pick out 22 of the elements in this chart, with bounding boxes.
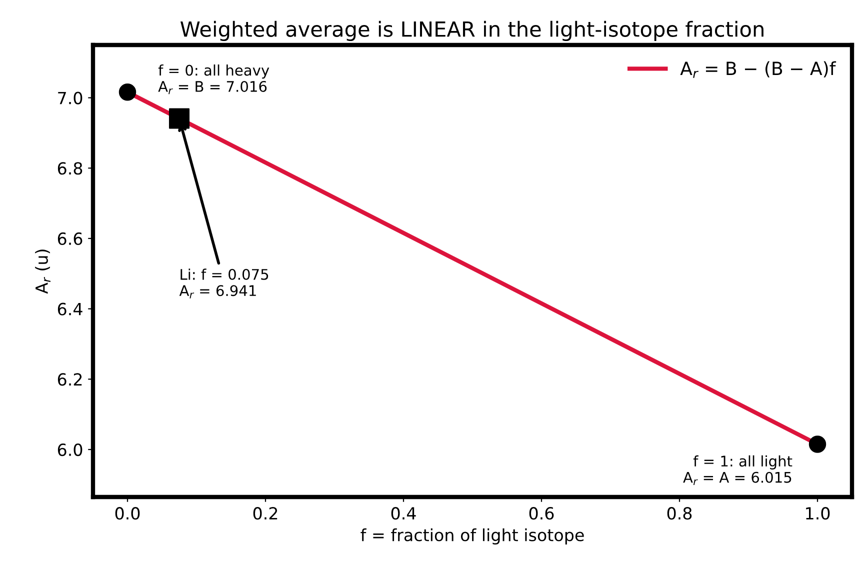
annotation: Li: f = 0.075 A$_{r}$ = 6.941 [179, 268, 268, 298]
x-tick-label: 1.0 [806, 507, 830, 520]
x-tick-label: 0.2 [253, 507, 278, 520]
chart-title: Weighted average is LINEAR in the light-isotope fraction [180, 20, 764, 41]
annotation: f = 1: all light A$_{r}$ = A = 6.015 [683, 455, 792, 486]
x-axis-title: f = fraction of light isotope [360, 528, 584, 545]
y-tick-label: 6.2 [58, 373, 82, 386]
y-tick-label: 6.8 [58, 162, 82, 175]
x-tick-label: 0.8 [667, 507, 692, 520]
annotation: f = 0: all heavy A$_{r}$ = B = 7.016 [158, 64, 270, 94]
y-axis-title: A$_{r}$ (u) [35, 250, 50, 294]
point [808, 436, 826, 453]
y-tick-label: 6.6 [58, 232, 82, 246]
y-tick-label: 6.0 [58, 443, 82, 456]
point [168, 108, 190, 129]
x-tick-label: 0.4 [391, 507, 416, 520]
y-tick-label: 6.4 [58, 302, 82, 316]
legend-label: A$_{r}$ = B − (B − A)f [680, 61, 836, 78]
y-tick-label: 7.0 [58, 92, 82, 104]
x-tick-label: 0.6 [529, 507, 554, 520]
point [118, 84, 136, 101]
x-tick-label: 0.0 [115, 507, 140, 520]
